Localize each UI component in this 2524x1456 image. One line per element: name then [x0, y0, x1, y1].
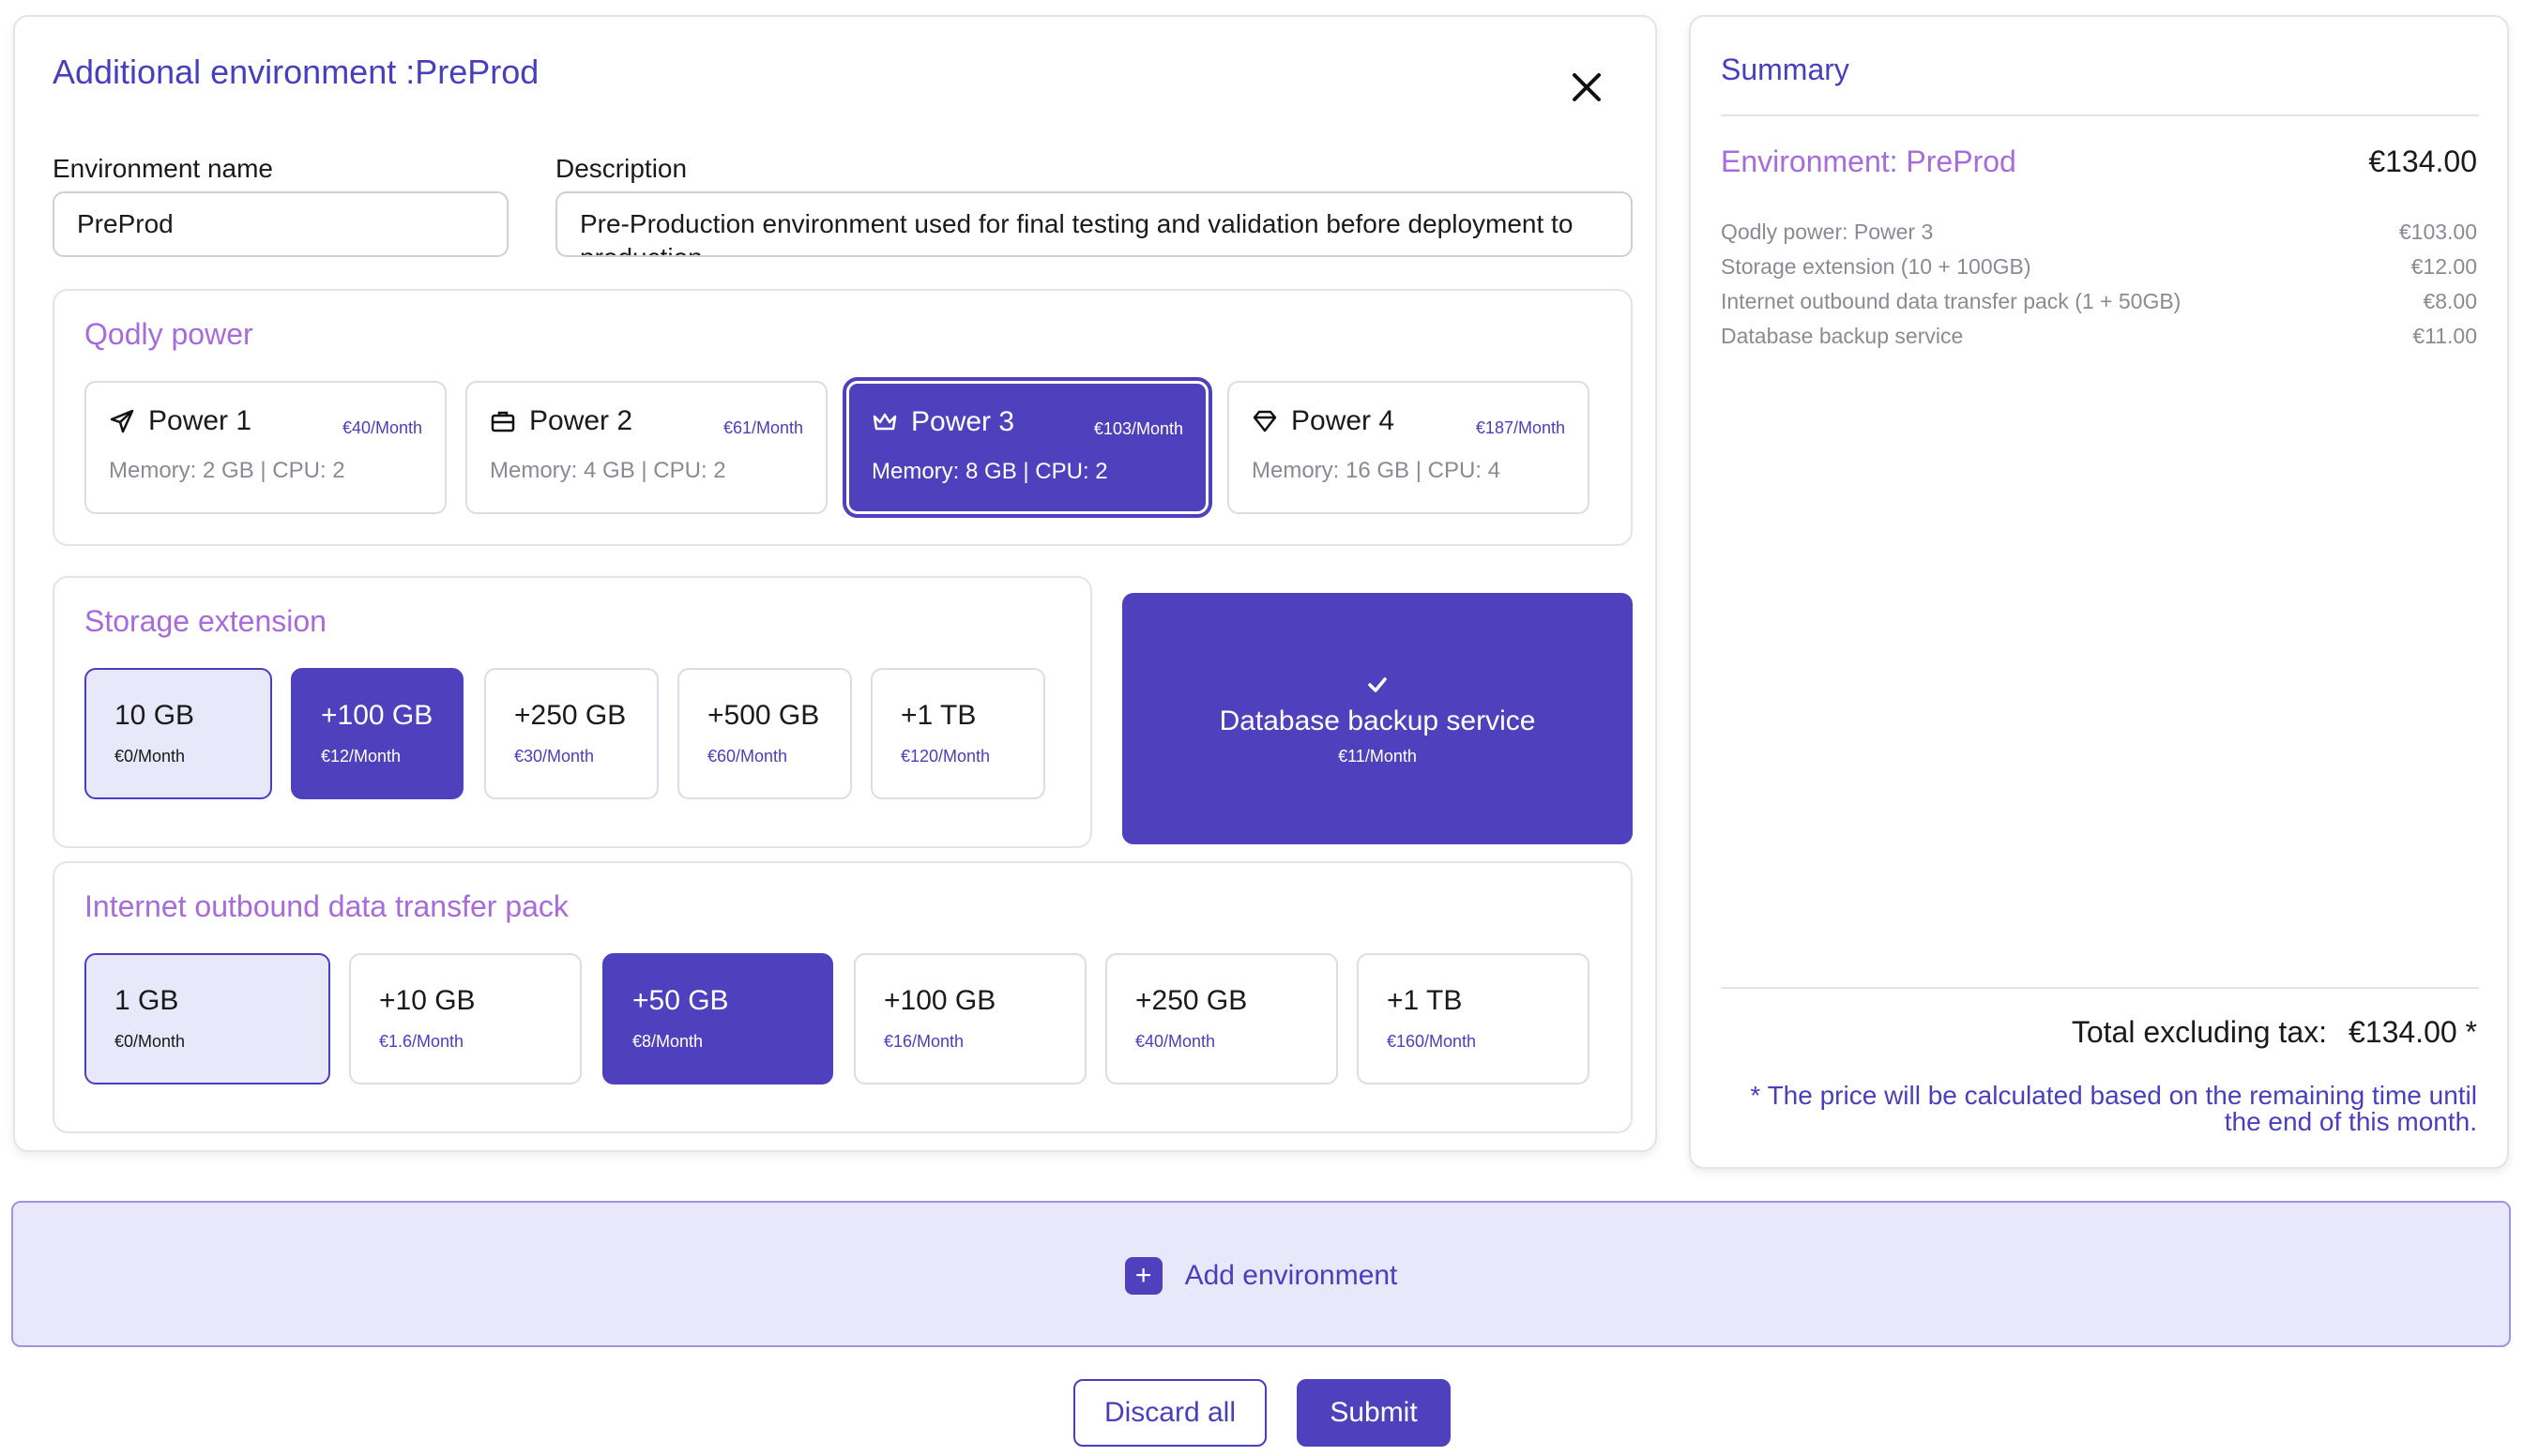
total-label: Total excluding tax:: [2071, 1015, 2327, 1049]
power-option-name: Power 1: [148, 405, 252, 436]
transfer-option-size: +100 GB: [884, 985, 996, 1016]
transfer-option-price: €160/Month: [1387, 1032, 1477, 1051]
storage-option-price: €0/Month: [114, 747, 186, 766]
transfer-option-price: €8/Month: [632, 1032, 704, 1051]
add-environment-label: Add environment: [1184, 1260, 1398, 1291]
storage-extension-section: Storage extension 10 GB €0/Month +100 GB…: [53, 576, 1092, 848]
storage-option-price: €30/Month: [514, 747, 595, 766]
storage-option-price: €12/Month: [321, 747, 402, 766]
transfer-option-price: €1.6/Month: [379, 1032, 464, 1051]
storage-option-size: 10 GB: [114, 700, 195, 731]
storage-option-10gb[interactable]: 10 GB €0/Month: [84, 668, 272, 799]
transfer-option-size: +1 TB: [1387, 985, 1463, 1016]
transfer-option-size: +50 GB: [632, 985, 729, 1016]
paper-plane-icon: [110, 409, 134, 433]
transfer-option-250gb[interactable]: +250 GB €40/Month: [1105, 953, 1338, 1084]
summary-card: Summary Environment: PreProd €134.00 Qod…: [1689, 15, 2509, 1169]
transfer-option-50gb[interactable]: +50 GB €8/Month: [602, 953, 833, 1084]
storage-option-size: +1 TB: [901, 700, 977, 731]
summary-line-price: €8.00: [2423, 289, 2477, 313]
summary-line-label: Storage extension (10 + 100GB): [1721, 254, 2031, 279]
storage-extension-title: Storage extension: [84, 604, 327, 638]
database-backup-price: €11/Month: [1338, 747, 1417, 766]
check-icon: [1368, 677, 1387, 692]
environment-card: Additional environment :PreProd Environm…: [13, 15, 1657, 1152]
transfer-option-price: €0/Month: [114, 1032, 186, 1051]
power-option-name: Power 3: [911, 406, 1015, 437]
summary-line-label: Internet outbound data transfer pack (1 …: [1721, 289, 2182, 313]
power-option-price: €187/Month: [1475, 418, 1565, 437]
power-option-4[interactable]: Power 4 €187/Month Memory: 16 GB | CPU: …: [1227, 381, 1589, 514]
summary-environment-label: Environment: PreProd: [1721, 144, 2016, 178]
transfer-option-1tb[interactable]: +1 TB €160/Month: [1357, 953, 1589, 1084]
power-option-name: Power 4: [1291, 405, 1395, 436]
summary-line-label: Qodly power: Power 3: [1721, 220, 1934, 244]
power-option-spec: Memory: 4 GB | CPU: 2: [490, 458, 726, 483]
power-option-spec: Memory: 8 GB | CPU: 2: [872, 459, 1108, 484]
summary-divider-bottom: [1721, 987, 2479, 989]
summary-divider-top: [1721, 114, 2479, 116]
crown-icon: [873, 413, 897, 431]
power-option-2[interactable]: Power 2 €61/Month Memory: 4 GB | CPU: 2: [465, 381, 828, 514]
qodly-power-title: Qodly power: [84, 317, 253, 351]
storage-option-100gb[interactable]: +100 GB €12/Month: [291, 668, 464, 799]
database-backup-toggle[interactable]: Database backup service €11/Month: [1122, 593, 1633, 844]
database-backup-title: Database backup service: [1219, 705, 1536, 736]
summary-line-label: Database backup service: [1721, 324, 1964, 348]
transfer-option-100gb[interactable]: +100 GB €16/Month: [854, 953, 1087, 1084]
power-option-1[interactable]: Power 1 €40/Month Memory: 2 GB | CPU: 2: [84, 381, 447, 514]
summary-title: Summary: [1721, 53, 1849, 86]
description-label: Description: [555, 154, 688, 183]
power-option-3[interactable]: Power 3 €103/Month Memory: 8 GB | CPU: 2: [843, 377, 1212, 518]
price-note: * The price will be calculated based on …: [1750, 1081, 2477, 1136]
description-input[interactable]: Pre-Production environment used for fina…: [555, 191, 1633, 257]
total-price: €134.00 *: [2348, 1015, 2477, 1049]
power-option-spec: Memory: 2 GB | CPU: 2: [109, 458, 345, 483]
submit-button[interactable]: Submit: [1297, 1379, 1451, 1447]
add-environment-button[interactable]: + Add environment: [11, 1201, 2511, 1347]
storage-option-size: +100 GB: [321, 700, 433, 731]
summary-line-price: €12.00: [2410, 254, 2477, 279]
power-option-price: €103/Month: [1093, 419, 1183, 438]
close-icon[interactable]: [1565, 66, 1608, 109]
storage-option-size: +500 GB: [707, 700, 820, 731]
storage-option-500gb[interactable]: +500 GB €60/Month: [677, 668, 852, 799]
diamond-icon: [1253, 410, 1277, 432]
storage-option-1tb[interactable]: +1 TB €120/Month: [871, 668, 1045, 799]
summary-line-price: €103.00: [2398, 220, 2477, 244]
briefcase-icon: [491, 411, 515, 432]
transfer-option-10gb[interactable]: +10 GB €1.6/Month: [349, 953, 582, 1084]
power-option-price: €61/Month: [722, 418, 803, 437]
transfer-option-size: +10 GB: [379, 985, 476, 1016]
qodly-power-section: Qodly power Power 1 €40/Month Memory: 2 …: [53, 289, 1633, 546]
transfer-option-price: €40/Month: [1135, 1032, 1216, 1051]
environment-name-input[interactable]: PreProd: [53, 191, 509, 257]
summary-environment-price: €134.00: [2368, 144, 2477, 178]
storage-option-size: +250 GB: [514, 700, 627, 731]
transfer-option-1gb[interactable]: 1 GB €0/Month: [84, 953, 330, 1084]
power-option-spec: Memory: 16 GB | CPU: 4: [1252, 458, 1500, 483]
data-transfer-title: Internet outbound data transfer pack: [84, 889, 569, 923]
summary-line-price: €11.00: [2412, 324, 2477, 348]
transfer-option-size: +250 GB: [1135, 985, 1248, 1016]
power-option-name: Power 2: [529, 405, 633, 436]
discard-all-button[interactable]: Discard all: [1073, 1379, 1267, 1447]
storage-option-250gb[interactable]: +250 GB €30/Month: [484, 668, 659, 799]
environment-name-label: Environment name: [53, 154, 274, 183]
power-option-price: €40/Month: [342, 418, 422, 437]
environment-title: Additional environment :PreProd: [53, 53, 540, 91]
data-transfer-section: Internet outbound data transfer pack 1 G…: [53, 861, 1633, 1133]
plus-icon: +: [1124, 1257, 1163, 1295]
transfer-option-price: €16/Month: [884, 1032, 965, 1051]
storage-option-price: €60/Month: [707, 747, 788, 766]
transfer-option-size: 1 GB: [114, 985, 179, 1016]
storage-option-price: €120/Month: [901, 747, 991, 766]
